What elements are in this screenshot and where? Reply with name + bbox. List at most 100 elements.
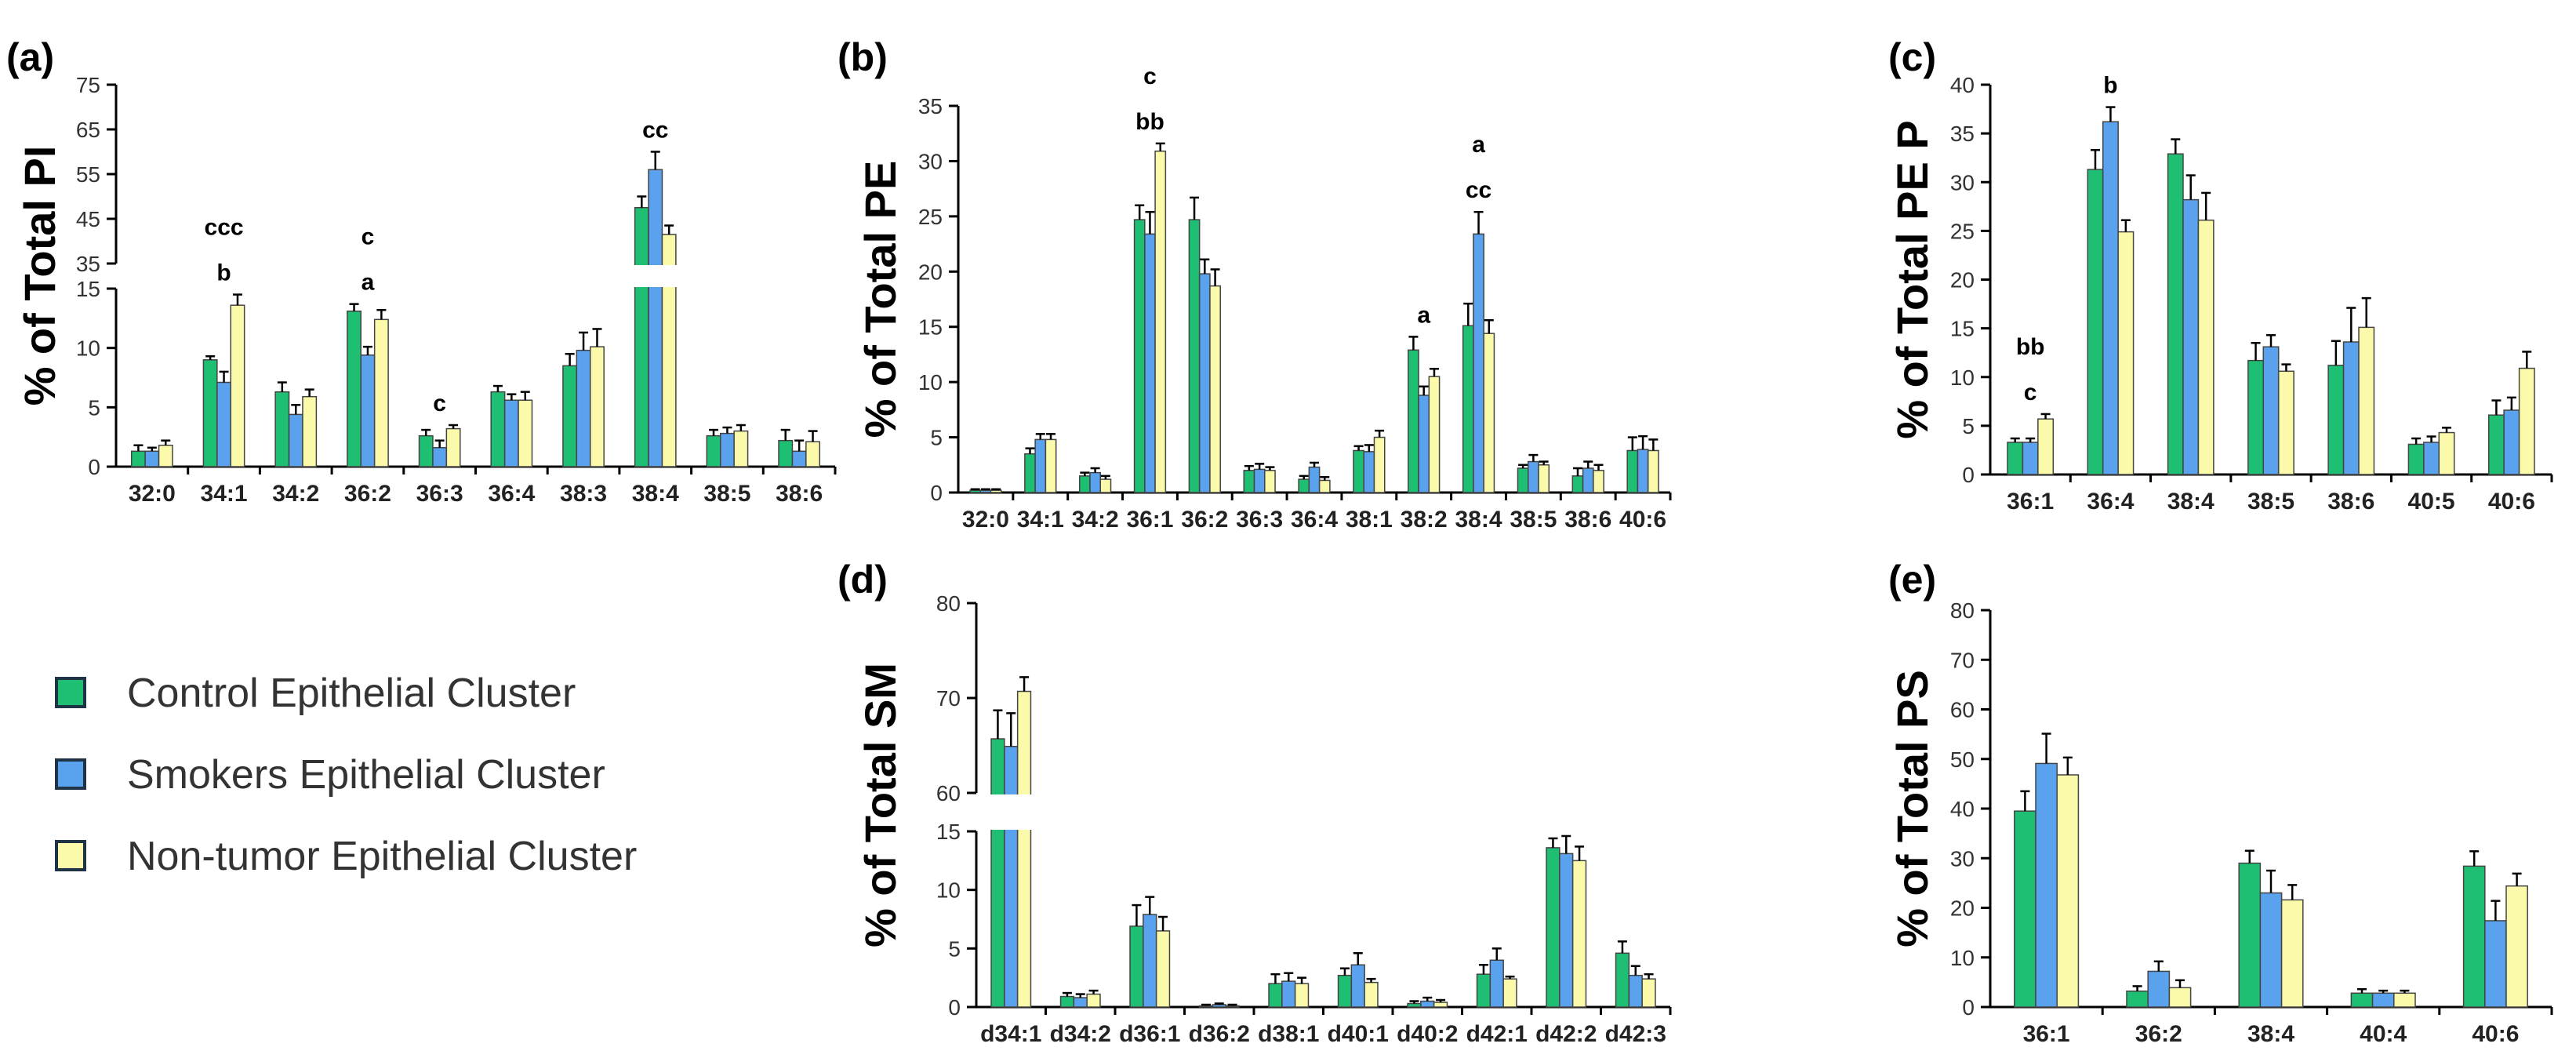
y-tick-label: 5: [1962, 414, 1975, 438]
y-tick-label: 5: [948, 936, 961, 961]
x-tick-label: 38:4: [2167, 489, 2214, 514]
x-tick-label: 40:5: [2408, 489, 2455, 514]
panel-label: (c): [1888, 35, 1936, 79]
x-tick-label: d40:1: [1328, 1021, 1389, 1047]
bar: [1502, 978, 1517, 1008]
y-tick-label: 70: [1950, 648, 1975, 672]
y-tick-label: 40: [1950, 797, 1975, 821]
x-tick-label: d38:1: [1258, 1021, 1319, 1047]
y-tick-label: 75: [76, 73, 100, 97]
bar: [2182, 198, 2200, 475]
bar: [719, 432, 735, 467]
bar: [2327, 365, 2345, 475]
bar: [1318, 479, 1331, 493]
bar: [1155, 930, 1171, 1008]
y-tick-label: 15: [1950, 317, 1975, 341]
significance-label: b: [216, 260, 231, 286]
significance-label: cc: [642, 118, 668, 144]
bar: [418, 434, 434, 467]
x-tick-label: 34:2: [272, 481, 319, 507]
bar: [778, 439, 794, 467]
bar: [2423, 442, 2440, 475]
bar: [1198, 1005, 1214, 1008]
bar: [590, 346, 605, 467]
y-tick-label: 10: [76, 336, 100, 361]
x-tick-label: 38:6: [2327, 489, 2374, 514]
x-tick-label: 38:4: [632, 481, 679, 507]
y-tick-label: 10: [1950, 365, 1975, 390]
bar: [1615, 952, 1630, 1008]
y-tick-label: 15: [918, 315, 943, 340]
bar: [1024, 453, 1036, 493]
bar: [288, 413, 303, 467]
x-tick-label: d42:2: [1535, 1021, 1597, 1047]
x-tick-label: d34:2: [1050, 1021, 1111, 1047]
y-tick-label: 20: [1950, 896, 1975, 921]
x-tick-label: 38:5: [1510, 507, 1557, 533]
bar: [1546, 847, 1560, 1008]
y-tick-label: 30: [1950, 170, 1975, 195]
y-tick-label: 30: [918, 149, 943, 173]
x-tick-label: 40:6: [2472, 1021, 2519, 1047]
bar: [1308, 466, 1321, 493]
x-tick-label: 38:2: [1401, 507, 1448, 533]
bar: [1527, 460, 1539, 493]
bar: [144, 450, 160, 467]
significance-label: b: [2103, 73, 2117, 99]
x-tick-label: d40:2: [1397, 1021, 1458, 1047]
bar: [2035, 762, 2058, 1008]
bar: [130, 450, 146, 467]
bar: [2438, 431, 2455, 475]
bar: [1337, 974, 1353, 1008]
x-tick-label: 40:6: [1619, 507, 1666, 533]
bar: [2342, 341, 2360, 475]
x-tick-label: 36:2: [344, 481, 391, 507]
bar: [648, 169, 663, 467]
bar: [1089, 471, 1102, 493]
y-tick-label: 0: [1962, 995, 1975, 1020]
y-tick-label: 20: [1950, 268, 1975, 293]
bar: [2126, 991, 2149, 1008]
bar: [1073, 997, 1088, 1008]
bar: [2167, 153, 2184, 475]
bar: [990, 489, 1002, 493]
x-tick-label: d34:1: [980, 1021, 1041, 1047]
y-tick-label: 5: [930, 426, 943, 450]
bar: [373, 318, 389, 467]
bar: [1641, 978, 1656, 1008]
y-tick-label: 50: [1950, 747, 1975, 772]
bar: [274, 391, 290, 467]
y-tick-label: 80: [1950, 598, 1975, 623]
significance-label: a: [362, 270, 375, 296]
bar: [2168, 987, 2192, 1008]
x-tick-label: 38:5: [703, 481, 750, 507]
bar: [2238, 862, 2262, 1008]
axis-break-gap: [105, 265, 840, 287]
bar: [230, 304, 245, 467]
y-tick-label: 65: [76, 118, 100, 142]
panel-label: (d): [837, 558, 888, 602]
bar: [1225, 1005, 1240, 1008]
bar: [2484, 920, 2507, 1008]
y-tick-label: 10: [918, 370, 943, 394]
y-tick-label: 25: [918, 205, 943, 229]
legend-item-smokers: Smokers Epithelial Cluster: [55, 752, 761, 799]
x-tick-label: d36:2: [1189, 1021, 1250, 1047]
bar: [1407, 1002, 1422, 1008]
x-tick-label: 36:2: [2135, 1021, 2182, 1047]
y-tick-label: 10: [936, 878, 961, 903]
panel-d: (d) % of Total SM 0 5 10 15 60 70 80 d34:1 d34:2 d3…: [837, 558, 1675, 1047]
bar: [2262, 346, 2280, 475]
x-tick-label: 36:4: [2087, 489, 2134, 514]
legend-swatch-nontumor: [55, 840, 86, 871]
bar: [1268, 983, 1283, 1008]
bar: [1408, 349, 1419, 493]
panel-e: (e) % of Total PS 0 10 20 30 40 50 60 70 80 36:1 36:…: [1887, 558, 2553, 1047]
x-tick-label: d36:1: [1119, 1021, 1180, 1047]
x-tick-label: 36:4: [488, 481, 535, 507]
x-tick-label: 36:4: [1291, 507, 1338, 533]
bar: [1198, 273, 1211, 493]
bar: [2371, 992, 2395, 1008]
bar: [1045, 438, 1057, 493]
bar: [1489, 959, 1504, 1008]
